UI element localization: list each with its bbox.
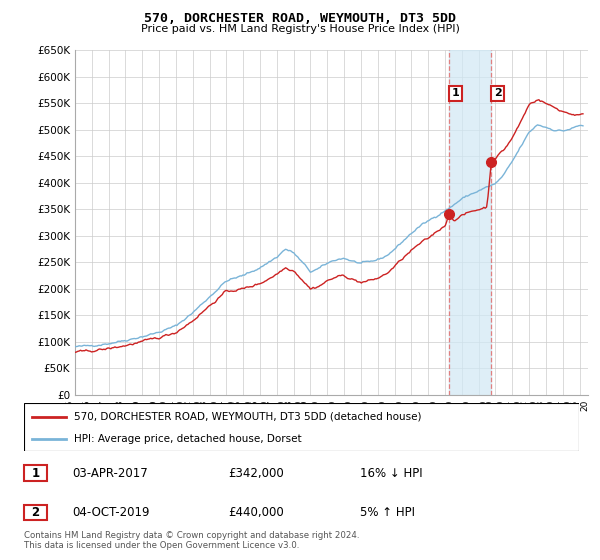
- Bar: [449, 50, 491, 395]
- Text: 570, DORCHESTER ROAD, WEYMOUTH, DT3 5DD (detached house): 570, DORCHESTER ROAD, WEYMOUTH, DT3 5DD …: [74, 412, 421, 422]
- Text: £440,000: £440,000: [228, 506, 284, 519]
- Text: Contains HM Land Registry data © Crown copyright and database right 2024.
This d: Contains HM Land Registry data © Crown c…: [24, 530, 359, 550]
- Text: 04-OCT-2019: 04-OCT-2019: [72, 506, 149, 519]
- Text: 5% ↑ HPI: 5% ↑ HPI: [360, 506, 415, 519]
- Text: £342,000: £342,000: [228, 466, 284, 480]
- Text: 2: 2: [494, 88, 502, 99]
- Text: 2: 2: [31, 506, 40, 519]
- Text: 1: 1: [31, 466, 40, 480]
- Text: 570, DORCHESTER ROAD, WEYMOUTH, DT3 5DD: 570, DORCHESTER ROAD, WEYMOUTH, DT3 5DD: [144, 12, 456, 25]
- Text: 1: 1: [452, 88, 460, 99]
- Text: 03-APR-2017: 03-APR-2017: [72, 466, 148, 480]
- Text: HPI: Average price, detached house, Dorset: HPI: Average price, detached house, Dors…: [74, 434, 302, 444]
- Text: Price paid vs. HM Land Registry's House Price Index (HPI): Price paid vs. HM Land Registry's House …: [140, 24, 460, 34]
- Text: 16% ↓ HPI: 16% ↓ HPI: [360, 466, 422, 480]
